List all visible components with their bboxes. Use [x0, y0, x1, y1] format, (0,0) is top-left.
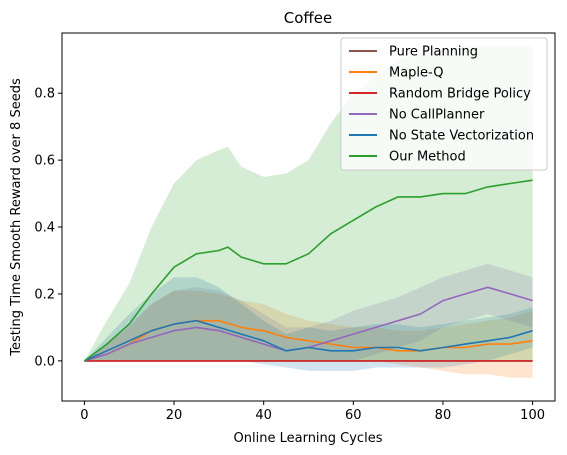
legend-label-maple-q: Maple-Q [389, 66, 443, 81]
legend-label-no-state-vectorization: No State Vectorization [389, 129, 534, 144]
plot-area-frame [61, 32, 556, 402]
x-tick-label: 60 [345, 408, 362, 423]
legend-label-random-bridge-policy: Random Bridge Policy [389, 87, 531, 102]
x-tick-label: 80 [435, 408, 452, 423]
chart-title: Coffee [284, 9, 332, 27]
y-tick-label: 0.0 [34, 354, 55, 369]
series-line-our-method [83, 179, 533, 362]
y-axis-label: Testing Time Smooth Reward over 8 Seeds [9, 78, 24, 357]
y-tick-label: 0.4 [34, 221, 55, 236]
series-line-no-state-vectorization [84, 319, 533, 362]
x-axis-ticks: 0 20 40 60 80 100 [80, 401, 545, 423]
band-no-state-vectorization [84, 277, 533, 371]
band-maple-q [84, 290, 533, 378]
legend-box [340, 37, 548, 171]
x-tick-label: 0 [80, 408, 88, 423]
x-tick-label: 20 [166, 408, 183, 423]
band-no-callplanner [84, 263, 533, 361]
y-tick-label: 0.2 [34, 287, 55, 302]
legend-label-no-callplanner: No CallPlanner [389, 108, 485, 123]
y-tick-label: 0.6 [34, 154, 55, 169]
series-lines [83, 179, 533, 362]
legend: Pure Planning Maple-Q Random Bridge Policy… [340, 37, 548, 171]
legend-label-pure-planning: Pure Planning [389, 45, 478, 60]
y-tick-label: 0.8 [34, 87, 55, 102]
legend-label-our-method: Our Method [389, 150, 466, 165]
x-tick-label: 100 [520, 408, 545, 423]
x-tick-label: 40 [255, 408, 272, 423]
y-axis-ticks: 0.0 0.2 0.4 0.6 0.8 [34, 87, 62, 369]
x-axis-label: Online Learning Cycles [234, 431, 383, 446]
